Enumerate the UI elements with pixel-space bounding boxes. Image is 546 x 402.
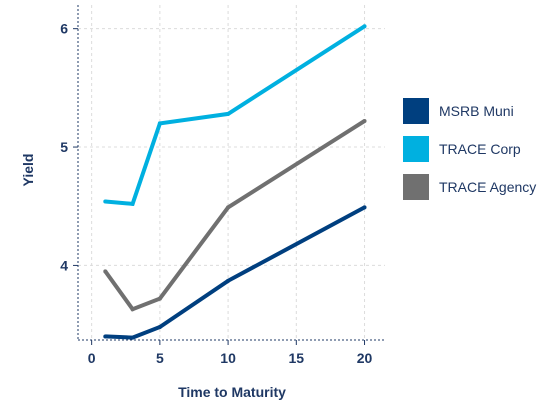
data-point-trace-agency — [158, 297, 162, 301]
data-point-trace-agency — [363, 119, 367, 123]
y-ticks: 4 5 6 — [60, 21, 78, 274]
series-line-trace-agency — [105, 121, 364, 309]
data-point-msrb-muni — [103, 334, 107, 338]
y-axis-title: Yield — [20, 154, 36, 187]
data-point-msrb-muni — [158, 325, 162, 329]
legend-swatch-trace-agency — [403, 174, 429, 200]
data-point-msrb-muni — [226, 279, 230, 283]
data-point-trace-agency — [103, 269, 107, 273]
data-point-trace-agency — [226, 205, 230, 209]
x-axis-title: Time to Maturity — [178, 384, 286, 400]
legend-swatch-trace-corp — [403, 136, 429, 162]
y-tick-label: 4 — [60, 257, 68, 273]
series-lines — [103, 24, 366, 339]
x-tick-label: 20 — [357, 350, 373, 366]
data-point-trace-corp — [363, 24, 367, 28]
x-tick-label: 0 — [88, 350, 96, 366]
axes — [78, 5, 385, 340]
data-point-trace-agency — [131, 307, 135, 311]
legend-label-trace-agency: TRACE Agency — [439, 179, 536, 195]
y-tick-label: 5 — [60, 139, 68, 155]
data-point-trace-corp — [103, 200, 107, 204]
x-tick-label: 10 — [220, 350, 236, 366]
data-point-trace-corp — [131, 202, 135, 206]
series-line-msrb-muni — [105, 207, 364, 337]
legend-label-trace-corp: TRACE Corp — [439, 141, 521, 157]
x-tick-label: 15 — [289, 350, 305, 366]
data-point-msrb-muni — [131, 336, 135, 340]
x-ticks: 0 5 10 15 20 — [88, 340, 373, 366]
data-point-msrb-muni — [363, 205, 367, 209]
y-tick-label: 6 — [60, 21, 68, 37]
data-point-trace-corp — [226, 112, 230, 116]
legend-swatch-msrb-muni — [403, 98, 429, 124]
grid — [78, 5, 385, 340]
series-line-trace-corp — [105, 26, 364, 204]
x-tick-label: 5 — [156, 350, 164, 366]
data-point-trace-corp — [158, 121, 162, 125]
legend-label-msrb-muni: MSRB Muni — [439, 103, 514, 119]
legend: MSRB Muni TRACE Corp TRACE Agency — [403, 98, 536, 200]
